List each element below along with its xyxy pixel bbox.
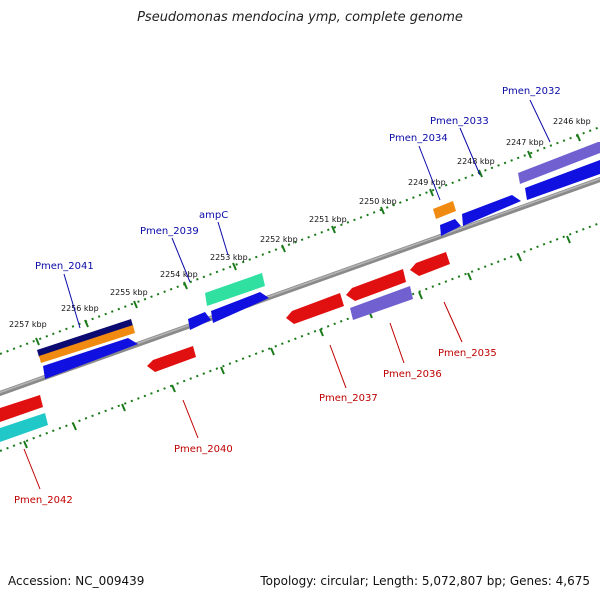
lower-tick-rail xyxy=(0,222,600,452)
label-pmen-2039: Pmen_2039 xyxy=(140,226,199,237)
gene-pmen-2035[interactable] xyxy=(410,252,450,276)
accession-text: Accession: NC_009439 xyxy=(8,574,145,588)
upper-major-ticks xyxy=(35,133,581,346)
gene-pmen-2042-red[interactable] xyxy=(0,395,43,422)
label-pmen-2036: Pmen_2036 xyxy=(383,369,442,380)
gene-pmen-2041b[interactable] xyxy=(43,338,138,379)
label-leaders xyxy=(23,99,551,490)
gene-pmen-2041-orange[interactable] xyxy=(39,325,135,363)
gene-pmen-2040[interactable] xyxy=(147,346,196,372)
scale-label: 2250 kbp xyxy=(359,197,397,206)
gene-pmen-2041[interactable] xyxy=(37,319,133,357)
scale-label: 2248 kbp xyxy=(457,157,495,166)
gene-pmen-2037[interactable] xyxy=(286,293,344,324)
gene-pmen-2038[interactable] xyxy=(211,292,269,323)
topology-summary: Topology: circular; Length: 5,072,807 bp… xyxy=(260,574,590,588)
gene-pmen-2036-red[interactable] xyxy=(346,269,406,301)
label-pmen-2041: Pmen_2041 xyxy=(35,261,94,272)
upper-tick-rail xyxy=(0,126,600,355)
gene-pmen-2039[interactable] xyxy=(188,312,211,330)
gene-ampc[interactable] xyxy=(205,273,265,306)
forward-genes xyxy=(37,142,600,379)
map-title: Pseudomonas mendocina ymp, complete geno… xyxy=(137,10,463,25)
gene-pmen-2034b[interactable] xyxy=(440,219,461,236)
label-pmen-2035: Pmen_2035 xyxy=(438,348,497,359)
label-ampc: ampC xyxy=(199,210,228,221)
scale-label: 2256 kbp xyxy=(61,304,99,313)
lower-major-ticks xyxy=(23,235,571,449)
scale-label: 2257 kbp xyxy=(9,320,47,329)
scale-label: 2253 kbp xyxy=(210,253,248,262)
scale-label: 2246 kbp xyxy=(553,117,591,126)
label-pmen-2037: Pmen_2037 xyxy=(319,393,378,404)
reverse-genes xyxy=(0,252,450,442)
scale-label: 2247 kbp xyxy=(506,138,544,147)
gene-pmen-2042[interactable] xyxy=(0,413,48,442)
label-pmen-2032: Pmen_2032 xyxy=(502,86,561,97)
scale-label: 2252 kbp xyxy=(260,235,298,244)
gene-pmen-2034[interactable] xyxy=(433,201,456,219)
label-pmen-2034: Pmen_2034 xyxy=(389,133,448,144)
scale-label: 2254 kbp xyxy=(160,270,198,279)
scale-label: 2249 kbp xyxy=(408,178,446,187)
gene-pmen-2032[interactable] xyxy=(518,142,600,184)
scale-label: 2251 kbp xyxy=(309,215,347,224)
gene-pmen-2036[interactable] xyxy=(350,286,413,320)
label-pmen-2042: Pmen_2042 xyxy=(14,495,73,506)
label-pmen-2033: Pmen_2033 xyxy=(430,116,489,127)
gene-pmen-2033[interactable] xyxy=(462,195,521,226)
gene-pmen-2032-fwd-arrow[interactable] xyxy=(525,160,600,200)
genome-backbone xyxy=(0,176,600,397)
label-pmen-2040: Pmen_2040 xyxy=(174,444,233,455)
scale-label: 2255 kbp xyxy=(110,288,148,297)
